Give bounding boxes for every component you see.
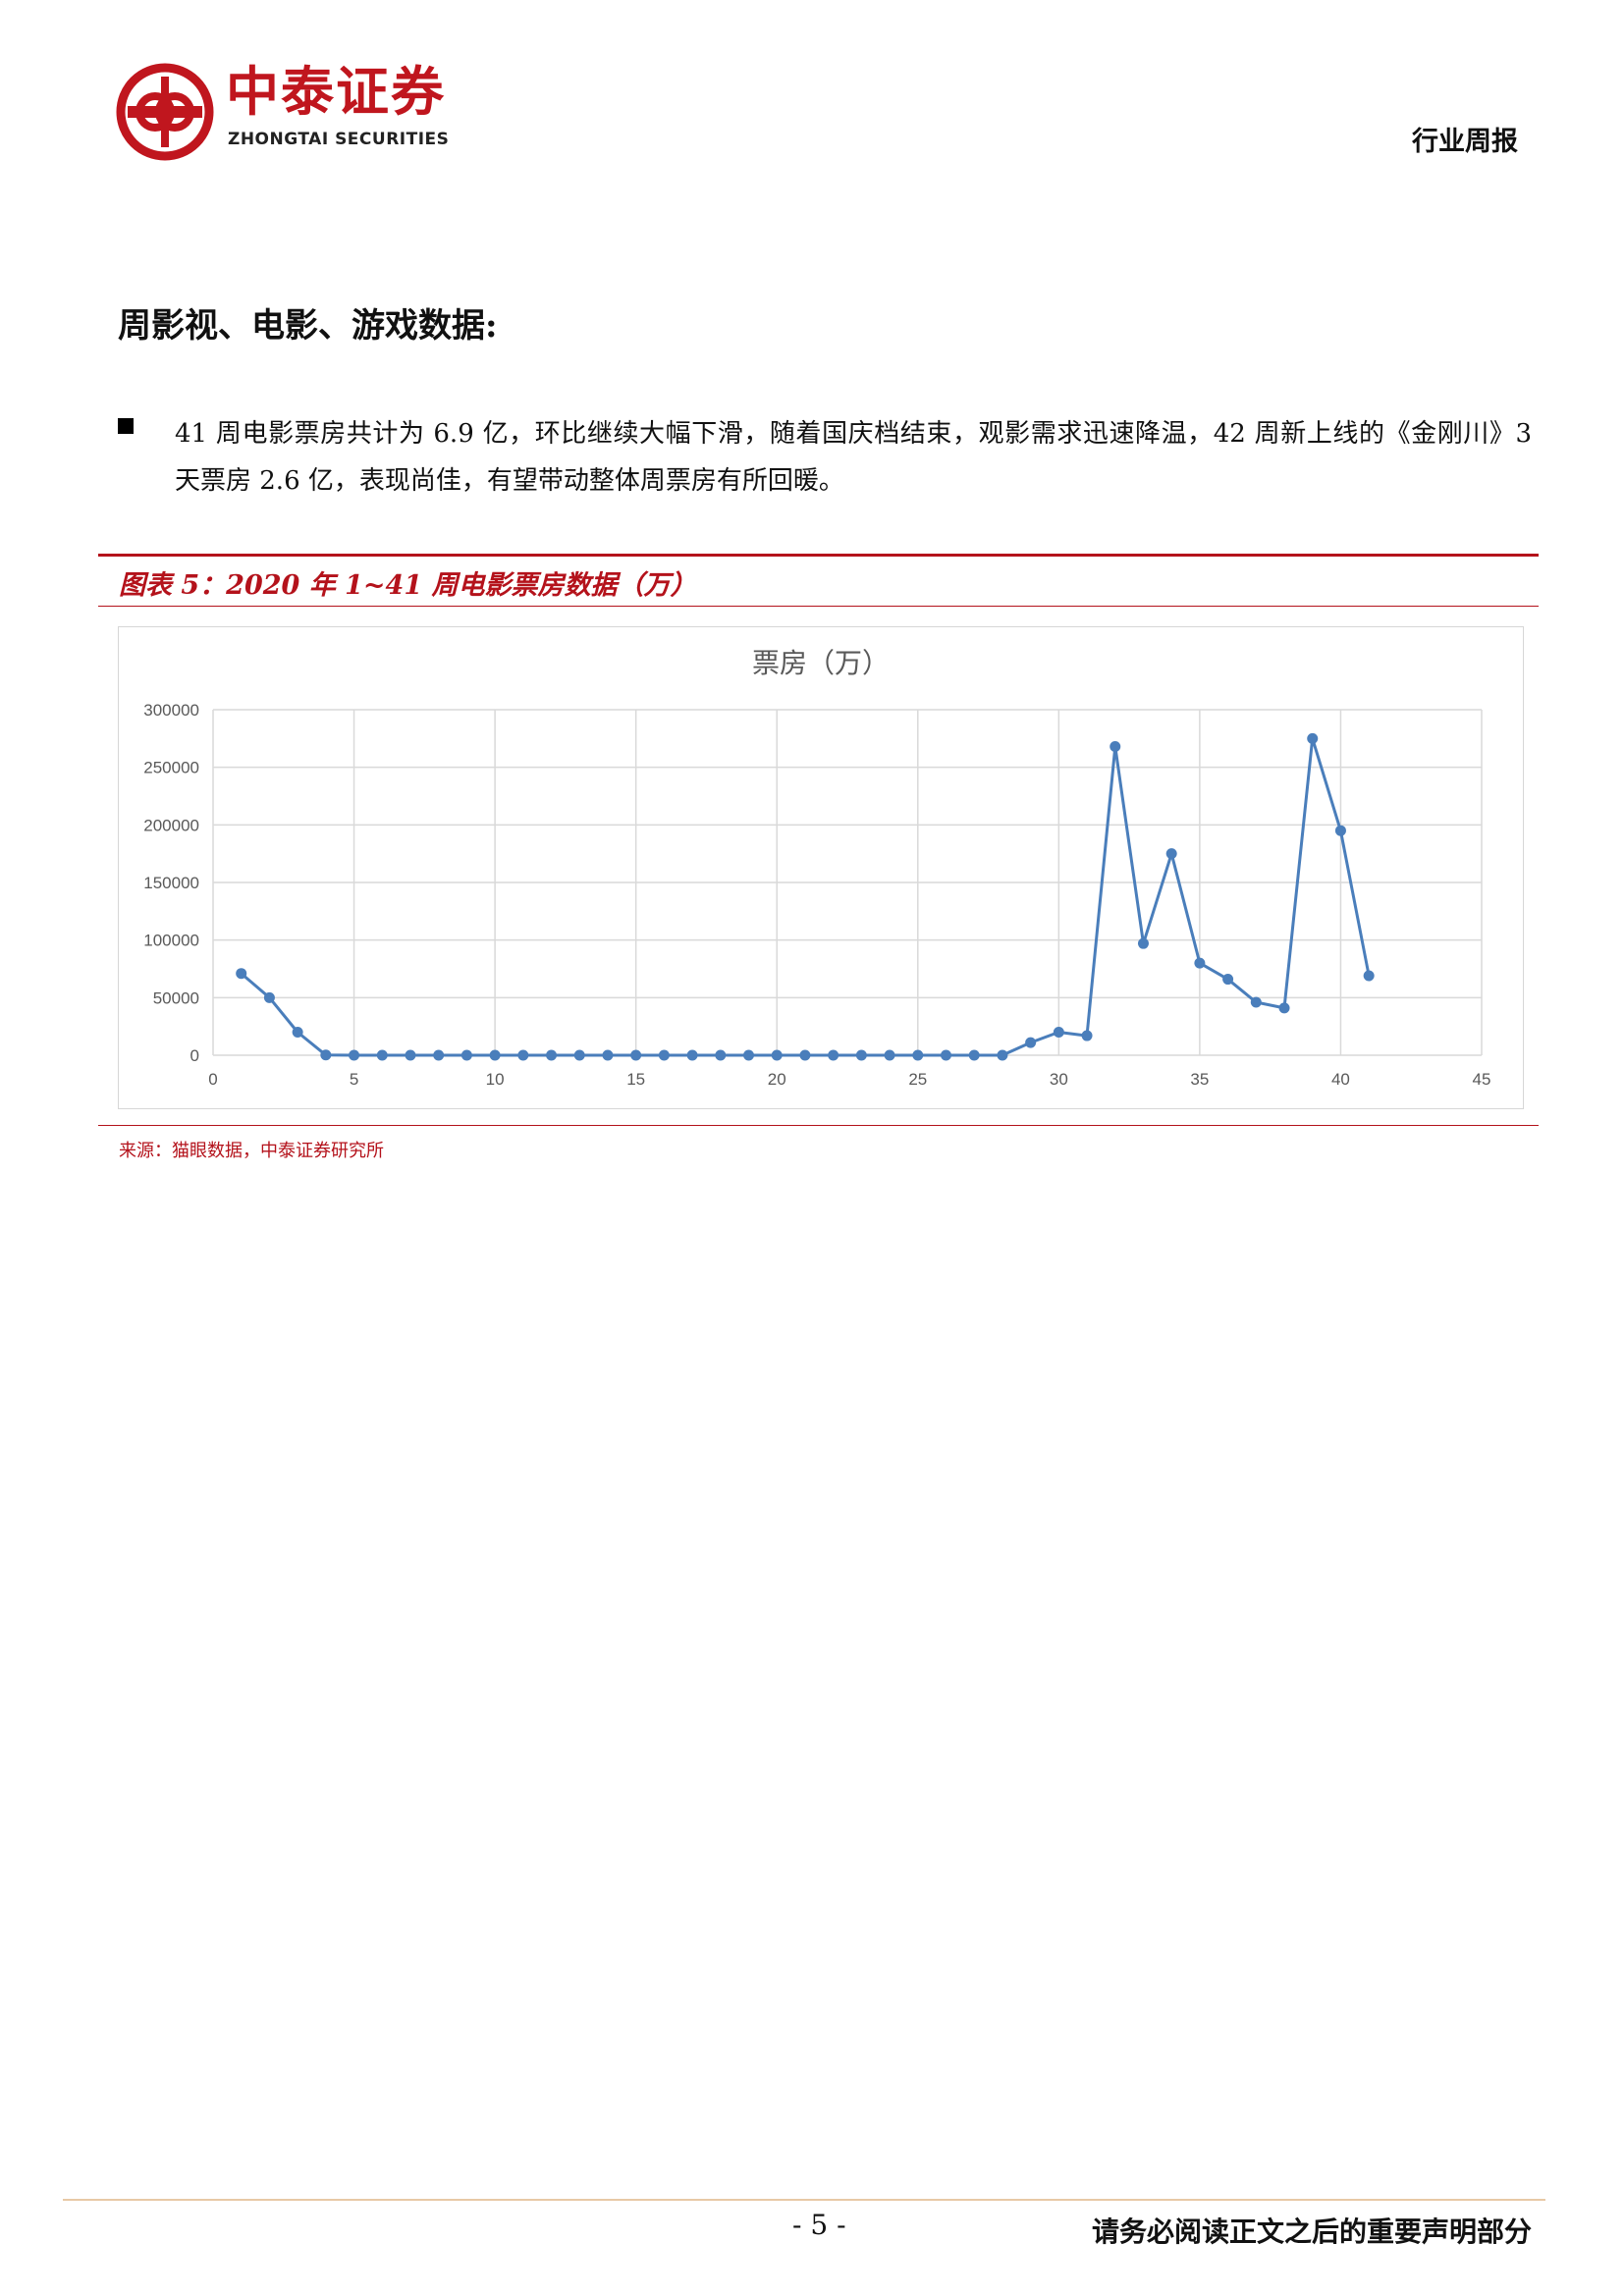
data-point <box>658 1049 670 1061</box>
data-point <box>1110 741 1121 753</box>
data-point <box>1165 848 1177 860</box>
data-point <box>1278 1002 1290 1014</box>
y-tick-label: 300000 <box>143 701 199 720</box>
chart-container: 票房（万） 0 50000 100000 150000 200000 250000 3000… <box>118 626 1524 1109</box>
figure-top-rule <box>98 554 1539 557</box>
data-point <box>1363 970 1375 982</box>
data-point <box>1053 1027 1064 1039</box>
report-type-label: 行业周报 <box>1412 127 1518 157</box>
data-point <box>263 991 275 1003</box>
data-point <box>771 1049 783 1061</box>
data-point <box>630 1049 642 1061</box>
data-point <box>292 1027 303 1039</box>
figure-title: 图表 5：2020 年 1~41 周电影票房数据（万） <box>119 570 697 601</box>
data-point <box>1250 996 1262 1008</box>
data-point <box>855 1049 867 1061</box>
data-point <box>236 968 247 980</box>
data-point <box>1307 732 1319 744</box>
data-point <box>884 1049 895 1061</box>
x-tick-label: 35 <box>1190 1070 1209 1089</box>
y-tick-label: 150000 <box>143 874 199 892</box>
logo-mark-icon <box>116 63 214 161</box>
data-point <box>349 1049 360 1061</box>
data-point <box>686 1049 698 1061</box>
x-tick-label: 20 <box>768 1070 786 1089</box>
logo-text-en: ZHONGTAI SECURITIES <box>228 130 450 149</box>
y-tick-label: 100000 <box>143 932 199 950</box>
data-point <box>460 1049 472 1061</box>
data-point <box>912 1049 924 1061</box>
x-tick-label: 0 <box>208 1070 217 1089</box>
data-point <box>517 1049 529 1061</box>
data-point <box>1137 937 1149 949</box>
footer-rule <box>63 2199 1545 2201</box>
y-tick-label: 50000 <box>153 988 199 1007</box>
y-tick-label: 200000 <box>143 816 199 834</box>
data-point <box>1194 957 1206 969</box>
data-point <box>1222 974 1234 986</box>
section-title: 周影视、电影、游戏数据: <box>118 306 498 346</box>
data-point <box>828 1049 839 1061</box>
data-point <box>715 1049 727 1061</box>
page-number: - 5 - <box>792 2209 846 2241</box>
x-tick-label: 10 <box>486 1070 505 1089</box>
figure-bottom-rule <box>98 1125 1539 1126</box>
y-tick-label: 250000 <box>143 759 199 777</box>
data-point <box>968 1049 980 1061</box>
data-point <box>743 1049 755 1061</box>
chart-title: 票房（万） <box>752 648 890 678</box>
data-point <box>602 1049 614 1061</box>
x-tick-label: 25 <box>908 1070 927 1089</box>
figure-source: 来源：猫眼数据，中泰证券研究所 <box>119 1141 384 1161</box>
x-tick-label: 5 <box>350 1070 358 1089</box>
data-point <box>433 1049 445 1061</box>
data-point <box>940 1049 951 1061</box>
square-bullet-icon <box>118 418 134 434</box>
x-tick-label: 30 <box>1050 1070 1068 1089</box>
data-point <box>376 1049 388 1061</box>
x-tick-label: 45 <box>1473 1070 1491 1089</box>
data-point <box>405 1049 416 1061</box>
data-point <box>320 1049 332 1061</box>
data-point <box>546 1049 558 1061</box>
y-tick-label: 0 <box>190 1046 199 1065</box>
company-logo: 中泰证券 ZHONGTAI SECURITIES <box>116 61 489 163</box>
x-tick-label: 15 <box>626 1070 645 1089</box>
data-point <box>997 1049 1008 1061</box>
data-point <box>1081 1030 1093 1041</box>
bullet-paragraph: 41 周电影票房共计为 6.9 亿，环比继续大幅下滑，随着国庆档结束，观影需求迅… <box>118 410 1532 505</box>
x-tick-label: 40 <box>1331 1070 1350 1089</box>
footer-disclaimer: 请务必阅读正文之后的重要声明部分 <box>1091 2216 1532 2248</box>
data-point <box>489 1049 501 1061</box>
box-office-line-chart: 票房（万） 0 50000 100000 150000 200000 250000 3000… <box>143 648 1491 1089</box>
data-point <box>799 1049 811 1061</box>
data-point <box>573 1049 585 1061</box>
figure-title-rule <box>98 606 1539 607</box>
bullet-text: 41 周电影票房共计为 6.9 亿，环比继续大幅下滑，随着国庆档结束，观影需求迅… <box>175 419 1532 496</box>
data-point <box>1334 825 1346 836</box>
data-point <box>1025 1037 1037 1048</box>
logo-text-cn: 中泰证券 <box>226 61 446 123</box>
